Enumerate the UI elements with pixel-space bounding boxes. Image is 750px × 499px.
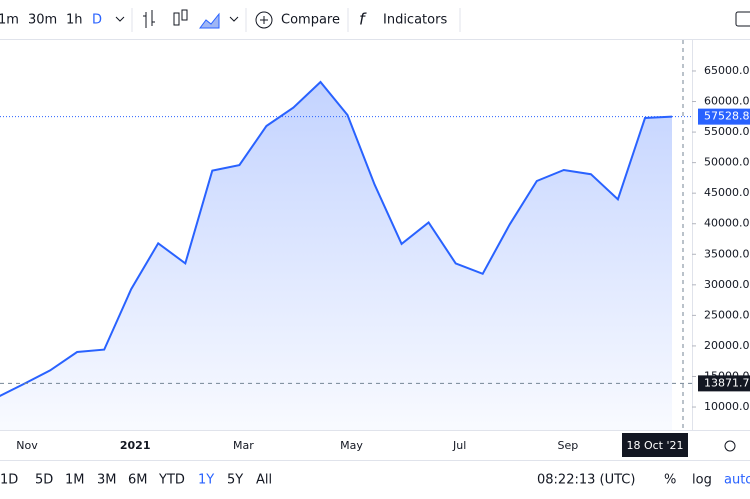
y-tick-label: 40000.00 (704, 217, 750, 230)
x-tick-label: Jul (452, 439, 466, 452)
dropdown[interactable] (229, 16, 239, 22)
settings-icon[interactable] (724, 440, 736, 452)
y-tick-label: 25000.00 (704, 308, 750, 321)
x-tick-label: 2021 (120, 439, 151, 452)
y-tick-label: 45000.00 (704, 186, 750, 199)
range[interactable]: 1Y (198, 473, 214, 488)
interval[interactable]: 1h (66, 13, 83, 28)
compare-icon[interactable] (255, 11, 273, 29)
range[interactable]: 5D (35, 473, 53, 488)
y-tick-label: 55000.00 (704, 125, 750, 138)
area (0, 82, 672, 430)
y-tick-label: 50000.00 (704, 156, 750, 169)
crosshair-label: 13871.71 (704, 376, 750, 389)
y-tick-label: 60000.00 (704, 95, 750, 108)
x-tick-label: 18 Oct '21 (626, 439, 683, 452)
percent-toggle[interactable]: % (664, 473, 676, 488)
interval[interactable]: 1m (0, 13, 19, 28)
area-icon[interactable] (199, 12, 220, 29)
y-tick-label: 35000.00 (704, 247, 750, 260)
snapshot-icon[interactable] (735, 11, 750, 27)
x-tick-label: Sep (557, 439, 578, 452)
auto-toggle[interactable]: auto (724, 473, 750, 488)
x-tick-label: Nov (16, 439, 38, 452)
price-line (0, 80, 673, 398)
candles-icon[interactable] (181, 9, 188, 21)
plot: 10000.0015000.0020000.0025000.0030000.00… (0, 40, 750, 457)
range[interactable]: 6M (128, 473, 148, 488)
log-toggle[interactable]: log (692, 473, 712, 488)
last-price-box (698, 108, 750, 125)
last-price-label: 57528.84 (704, 110, 750, 123)
x-tick-label: Mar (233, 439, 254, 452)
x-crosshair-box (622, 433, 688, 457)
clock: 08:22:13 (UTC) (537, 473, 635, 488)
indicators-button[interactable]: Indicators (383, 13, 447, 28)
dropdown[interactable] (115, 16, 125, 22)
range[interactable]: 5Y (227, 473, 243, 488)
indicators-icon[interactable]: f (359, 10, 367, 29)
interval[interactable]: D (92, 13, 102, 28)
range[interactable]: YTD (158, 473, 185, 488)
compare-icon[interactable] (260, 16, 268, 24)
bars-icon[interactable] (143, 10, 155, 28)
x-tick-label: May (340, 439, 363, 452)
y-tick-label: 20000.00 (704, 339, 750, 352)
crosshair-box (698, 375, 750, 392)
y-tick-label: 10000.00 (704, 400, 750, 413)
toolbar (0, 0, 750, 40)
range[interactable]: 1D (0, 473, 18, 488)
interval[interactable]: 30m (28, 13, 57, 28)
range[interactable]: 3M (97, 473, 117, 488)
range[interactable]: 1M (65, 473, 85, 488)
y-tick-label: 65000.00 (704, 64, 750, 77)
range[interactable]: All (256, 473, 272, 488)
y-tick-label: 30000.00 (704, 278, 750, 291)
candles-icon[interactable] (173, 12, 180, 26)
compare-button[interactable]: Compare (281, 13, 340, 28)
